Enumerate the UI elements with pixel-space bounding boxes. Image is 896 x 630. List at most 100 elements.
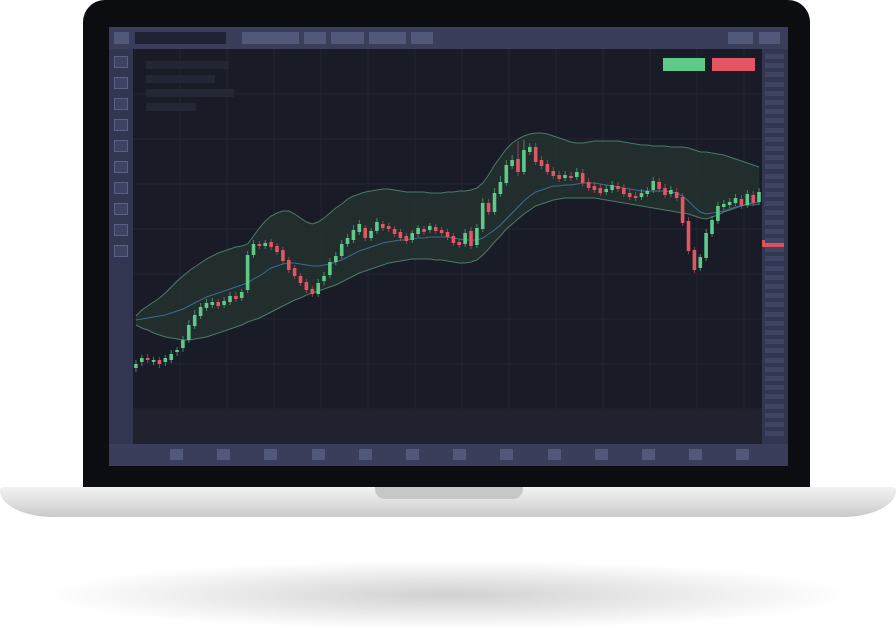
timeframe-icon[interactable] [500,449,514,460]
candle-body [433,227,438,231]
tool-icon[interactable] [114,245,128,257]
candle-body [651,181,655,190]
symbol-search-input[interactable] [135,32,226,44]
price-scale-tick [765,247,784,253]
timeframe-icon[interactable] [264,449,278,460]
timeframe-icon[interactable] [358,449,372,460]
candle-body [328,262,332,275]
price-scale-tick [765,330,784,335]
timeframe-icon[interactable] [170,449,183,460]
tool-icon[interactable] [114,182,128,194]
candle-body [445,232,450,237]
tool-icon[interactable] [114,161,128,173]
candle-body [322,276,326,281]
candle-body [381,224,385,228]
toolbar-button[interactable] [728,32,753,44]
timeframe-icon[interactable] [736,449,750,460]
candle-body [245,255,250,290]
tool-icon[interactable] [114,224,128,236]
price-scale-tick [765,284,784,289]
timeframe-icon[interactable] [594,449,608,460]
candle-body [198,307,203,316]
buy-button[interactable] [663,58,705,71]
timeframe-icon[interactable] [547,449,561,460]
candle-body [592,186,597,190]
candle-body [616,186,620,189]
timeframe-icon[interactable] [217,449,231,460]
tool-icon[interactable] [114,98,128,110]
top-toolbar [109,27,788,49]
candle-body [692,250,697,270]
candle-body [580,173,585,183]
price-scale[interactable] [762,49,788,444]
candle-body [334,256,338,262]
candle-body [522,150,526,172]
candle-body [386,226,391,229]
drop-shadow [40,560,856,630]
price-scale-tick [765,219,784,225]
candle-body [134,364,138,368]
candle-body [551,171,556,176]
tool-icon[interactable] [114,119,128,131]
candle-body [663,188,667,195]
legend-placeholder [146,61,229,69]
price-scale-tick [765,182,784,188]
candle-body [716,206,720,221]
price-scale-tick [765,302,784,308]
candle-body [357,224,362,232]
timeframe-icon[interactable] [642,449,655,460]
price-scale-tick [765,72,784,78]
legend-placeholder [146,89,234,97]
candle-body [727,202,732,205]
candle-body [140,358,144,362]
candle-body [192,315,197,326]
price-scale-tick [765,274,784,280]
price-scale-tick [765,348,784,354]
candlestick-chart[interactable] [133,49,762,410]
tool-icon[interactable] [114,77,128,89]
toolbar-button[interactable] [304,32,326,44]
candle-body [151,360,156,362]
toolbar-button[interactable] [411,32,433,44]
candle-body [169,354,173,360]
left-tool-panel [109,49,133,444]
tool-icon[interactable] [114,56,128,68]
legend-placeholder [146,75,215,83]
menu-icon[interactable] [114,32,129,44]
candle-body [287,260,291,270]
candle-body [239,292,244,298]
tool-icon[interactable] [114,140,128,152]
candle-body [745,194,750,205]
tool-icon[interactable] [114,203,128,215]
candle-body [410,233,414,240]
candle-body [439,230,444,233]
price-scale-tick [765,164,784,170]
legend-placeholder [146,103,196,111]
price-scale-tick [765,127,784,133]
toolbar-button[interactable] [331,32,364,44]
candle-body [498,182,503,194]
candle-body [704,233,708,258]
candle-body [228,296,232,302]
candle-body [722,204,726,207]
price-scale-tick [765,81,784,87]
timeframe-icon[interactable] [689,449,703,460]
timeframe-icon[interactable] [311,449,325,460]
toolbar-button[interactable] [369,32,406,44]
price-scale-tick [765,146,784,151]
toolbar-button[interactable] [759,32,780,44]
candle-body [639,193,644,197]
sell-button[interactable] [712,58,755,71]
candle-body [204,303,209,308]
price-scale-tick [765,63,784,69]
candle-body [492,193,497,212]
timeframe-icon[interactable] [453,449,467,460]
bollinger-upper-line [135,132,760,317]
price-scale-tick [765,228,784,234]
candle-body [398,232,403,238]
candle-body [187,325,191,340]
candle-body [257,244,262,246]
price-scale-tick [765,412,784,418]
timeframe-icon[interactable] [406,449,419,460]
toolbar-button[interactable] [242,32,299,44]
